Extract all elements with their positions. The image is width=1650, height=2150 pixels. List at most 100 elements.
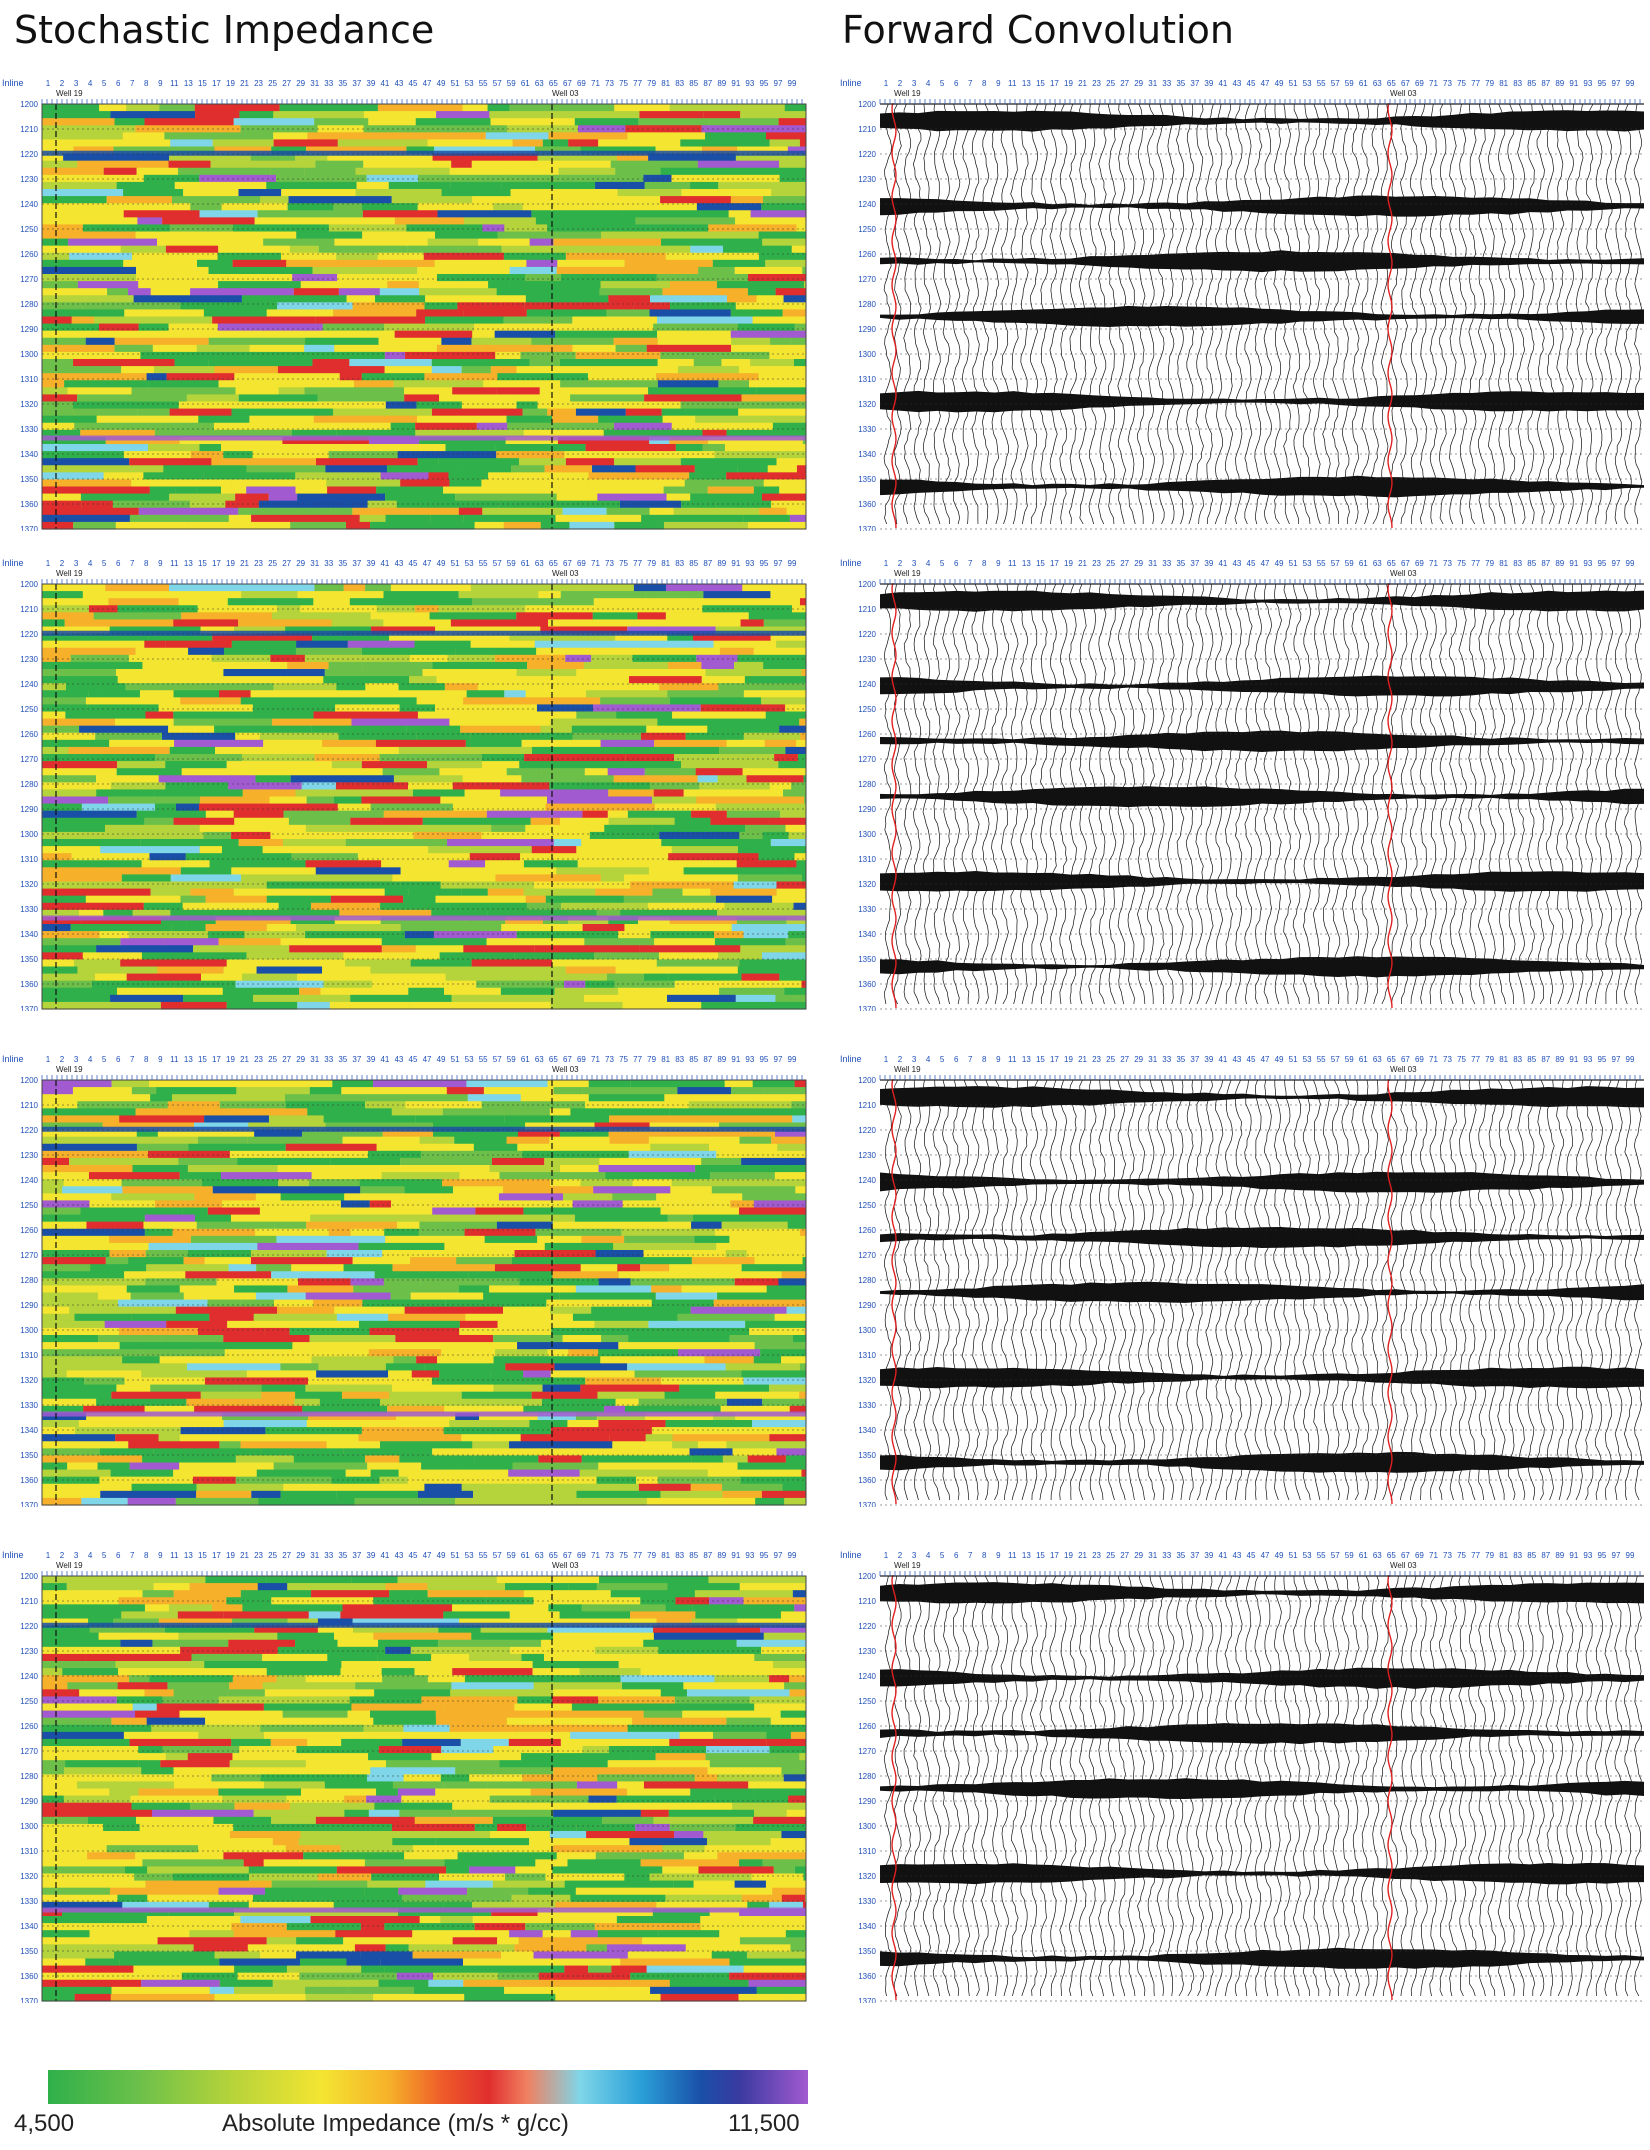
impedance-2-trace-label: 57 [493,559,502,568]
impedance-3-layer-cell [529,1420,568,1428]
impedance-1-layer-cell [370,521,475,530]
impedance-4-layer-cell [212,1604,243,1613]
impedance-1-layer-cell [662,415,696,424]
impedance-1-trace-label: 37 [352,79,361,88]
impedance-1-layer-cell [143,174,200,183]
impedance-1-layer-cell [669,451,715,459]
impedance-1-trace-label: 79 [647,79,656,88]
impedance-2-layer-cell [300,888,385,897]
impedance-3-layer-cell [504,1115,610,1124]
impedance-2-layer-cell [770,633,806,642]
impedance-2-layer-cell [784,867,806,876]
impedance-2-layer-cell [461,966,566,975]
impedance-3-layer-cell [350,1278,384,1287]
impedance-1-layer-cell [537,401,616,410]
impedance-2-layer-cell [241,591,298,599]
impedance-1-layer-cell [175,486,197,495]
right-column-title: Forward Convolution [842,8,1234,52]
impedance-2-layer-cell [42,661,143,670]
impedance-1-layer-cell [555,330,658,339]
impedance-panel-2: Inline 1 2 3 4 5 6 7 8 9 11 13 15 17 19 21 23 25 27 29 31 33 3… [0,556,810,1011]
impedance-3-layer-cell [240,1441,327,1449]
impedance-1-layer-cell [661,408,686,417]
impedance-3-layer-cell [330,1157,401,1166]
impedance-3-layer-cell [42,1271,125,1279]
impedance-3-layer-cell [657,1476,741,1485]
impedance-1-layer-cell [799,139,806,148]
impedance-1-trace-label: 17 [212,79,221,88]
impedance-4-layer-cell [42,1930,90,1938]
impedance-3-layer-cell [42,1398,97,1407]
impedance-1-time-label: 1320 [20,400,38,409]
impedance-3-layer-cell [42,1214,145,1223]
impedance-1-layer-cell [327,486,377,495]
impedance-3-trace-label: 77 [633,1055,642,1064]
impedance-1-layer-cell [441,337,472,346]
impedance-3-layer-cell [240,1299,274,1308]
impedance-3-layer-cell [278,1179,310,1187]
impedance-2-layer-cell [383,619,451,628]
impedance-2-layer-cell [581,839,662,847]
impedance-2-layer-cell [219,661,288,670]
impedance-3-layer-cell [293,1455,366,1464]
impedance-4-layer-cell [103,1823,140,1832]
convolution-2-wiggle-trace [1575,583,1584,1005]
impedance-2-layer-cell [627,626,716,635]
impedance-4-layer-cell [552,1696,599,1705]
impedance-1-layer-cell [702,146,738,155]
impedance-1-layer-cell [680,139,770,148]
impedance-2-layer-cell [42,994,111,1003]
convolution-2-wiggle-trace [1351,583,1360,1005]
convolution-panel-4: Inline 1 2 3 4 5 6 7 8 9 11 13 15 17 19 21 23 25 27 29 31 33 3… [838,1548,1650,2003]
convolution-3-trace-label: 67 [1401,1055,1410,1064]
impedance-2-layer-cell [163,938,219,946]
impedance-4-layer-cell [138,1760,161,1768]
impedance-3-layer-cell [715,1228,800,1237]
impedance-3-layer-cell [102,1122,194,1131]
impedance-2-layer-cell [144,817,174,826]
impedance-4-layer-cell [120,1937,158,1945]
impedance-3-time-label: 1280 [20,1276,38,1285]
impedance-4-layer-cell [266,1668,341,1676]
impedance-2-trace-label: 79 [647,559,656,568]
impedance-3-layer-cell [111,1080,150,1088]
impedance-1-layer-cell [644,394,742,403]
impedance-4-layer-cell [662,1866,699,1875]
impedance-4-layer-cell [146,1916,241,1924]
impedance-2-layer-cell [753,647,806,656]
impedance-3-layer-cell [449,1420,530,1428]
convolution-2-wiggle-trace [1507,583,1516,1005]
convolution-1-wiggle-trace [990,103,1000,525]
impedance-4-layer-cell [464,1675,553,1683]
impedance-3-layer-cell [192,1476,236,1485]
impedance-4-layer-cell [42,1689,80,1698]
impedance-1-layer-cell [379,288,420,296]
impedance-2-layer-cell [390,584,471,592]
convolution-1-wiggle-trace [1497,103,1506,525]
impedance-3-layer-cell [66,1370,142,1379]
impedance-1-trace-label: 15 [198,79,207,88]
impedance-3-layer-cell [97,1462,130,1471]
impedance-2-layer-cell [571,697,601,706]
impedance-3-layer-cell [774,1172,806,1180]
impedance-3-layer-cell [689,1448,733,1457]
impedance-4-layer-cell [794,1866,806,1875]
convolution-1-time-label: 1230 [858,175,876,184]
impedance-3-layer-cell [309,1087,342,1095]
impedance-4-layer-cell [533,1682,623,1690]
impedance-2-layer-cell [648,867,684,876]
impedance-2-layer-cell [182,902,279,911]
impedance-4-layer-cell [262,1682,356,1690]
impedance-2-layer-cell [209,860,306,868]
left-column-title: Stochastic Impedance [14,8,435,52]
impedance-3-layer-cell [550,1306,592,1315]
impedance-3-layer-cell [618,1271,690,1279]
impedance-1-layer-cell [317,394,405,403]
impedance-4-well-03-label: Well 03 [552,1561,579,1570]
convolution-1-wiggle-trace [952,103,961,525]
convolution-3-trace-label: 83 [1513,1055,1522,1064]
impedance-2-layer-cell [365,683,399,691]
impedance-4-trace-label: 75 [619,1551,628,1560]
impedance-2-layer-cell [739,959,806,968]
impedance-3-layer-cell [769,1384,806,1393]
